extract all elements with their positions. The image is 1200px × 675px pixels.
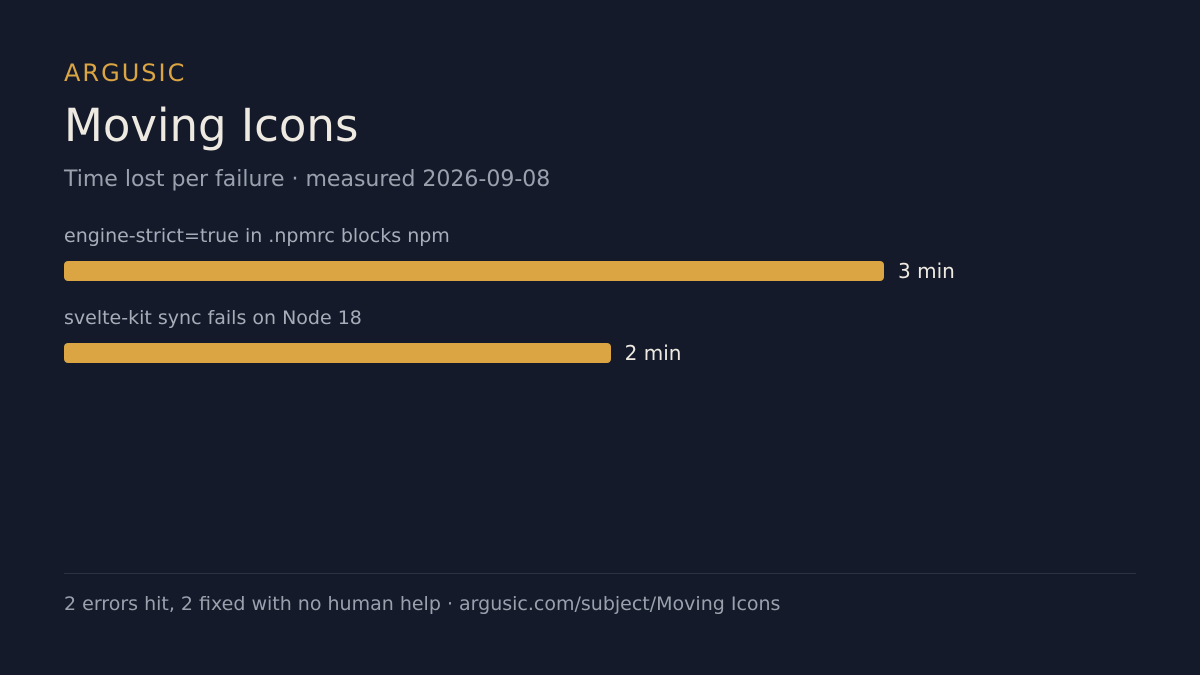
- bar: [64, 343, 611, 363]
- value-label: 2 min: [624, 341, 682, 365]
- footer: 2 errors hit, 2 fixed with no human help…: [64, 593, 781, 615]
- chart-subtitle: Time lost per failure · measured 2026-09…: [64, 167, 551, 192]
- category-label: svelte-kit sync fails on Node 18: [64, 307, 362, 329]
- chart-title: Moving Icons: [64, 99, 359, 152]
- value-label: 3 min: [898, 259, 955, 283]
- bar-row: engine-strict=true in .npmrc blocks npm 3…: [64, 222, 1136, 304]
- category-label: engine-strict=true in .npmrc blocks npm: [64, 225, 450, 247]
- bar-row: svelte-kit sync fails on Node 18 2 min: [64, 304, 1136, 386]
- brand: ARGUSIC: [64, 59, 187, 87]
- bar: [64, 261, 884, 281]
- divider: [64, 573, 1136, 574]
- bar-list: engine-strict=true in .npmrc blocks npm 3…: [64, 222, 1136, 386]
